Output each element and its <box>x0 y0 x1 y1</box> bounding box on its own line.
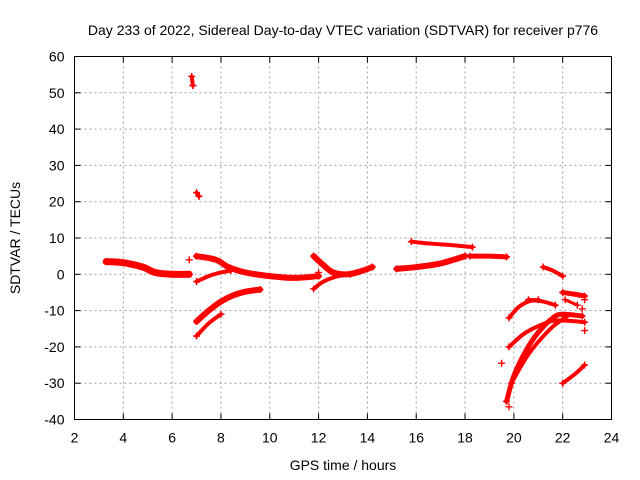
series-arc-12 <box>467 253 510 260</box>
y-tick-label: 40 <box>49 121 65 137</box>
x-tick-label: 22 <box>555 430 571 446</box>
series-arc-1 <box>102 258 193 278</box>
series-arc-21 <box>563 298 579 307</box>
y-tick-label: 10 <box>49 230 65 246</box>
data-point <box>189 82 197 90</box>
x-tick-label: 6 <box>168 430 176 446</box>
data-point <box>561 296 569 304</box>
data-point <box>559 379 567 387</box>
x-axis-label: GPS time / hours <box>290 457 397 473</box>
data-point <box>468 243 476 251</box>
series-arc-4 <box>193 253 322 281</box>
data-point <box>539 263 547 271</box>
data-point <box>188 72 196 80</box>
series-arc-8 <box>310 253 376 278</box>
x-tick-label: 10 <box>262 430 278 446</box>
y-tick-label: -20 <box>44 339 64 355</box>
data-point <box>393 265 401 273</box>
x-tick-label: 4 <box>119 430 127 446</box>
series-arc-10 <box>393 253 469 272</box>
data-point <box>102 258 110 266</box>
data-point <box>573 301 581 309</box>
data-point <box>505 314 513 322</box>
data-point <box>505 343 513 351</box>
data-point <box>193 189 201 197</box>
series-arc-6 <box>193 286 264 325</box>
y-tick-label: 30 <box>49 157 65 173</box>
y-tick-label: 20 <box>49 194 65 210</box>
data-point <box>315 268 323 276</box>
data-point <box>551 301 559 309</box>
grid-lines <box>74 56 612 420</box>
data-point <box>185 270 193 278</box>
data-point <box>581 327 589 335</box>
y-tick-label: -30 <box>44 375 64 391</box>
x-tick-label: 8 <box>217 430 225 446</box>
data-point <box>581 361 589 369</box>
data-point <box>227 267 235 275</box>
data-point <box>193 317 201 325</box>
chart-title: Day 233 of 2022, Sidereal Day-to-day VTE… <box>88 22 598 38</box>
data-point <box>505 403 513 411</box>
series-arc-19 <box>560 363 587 386</box>
data-point <box>193 252 201 260</box>
data-point <box>581 296 589 304</box>
data-point <box>498 359 506 367</box>
data-point <box>368 263 376 271</box>
x-tick-labels: 2 4 6 8 10 12 14 16 18 20 22 24 <box>71 430 620 446</box>
series-arc-11 <box>409 239 475 250</box>
y-tick-label: 0 <box>57 266 65 282</box>
axis-ticks <box>74 56 612 420</box>
data-point <box>581 318 589 326</box>
y-tick-label: -10 <box>44 303 64 319</box>
series-arc-18 <box>541 265 565 279</box>
data-point <box>559 272 567 280</box>
x-tick-label: 24 <box>604 430 620 446</box>
data-point <box>346 270 354 278</box>
y-tick-label: -40 <box>44 412 64 428</box>
series-arc-17 <box>509 315 568 386</box>
y-axis-label: SDTVAR / TECUs <box>7 182 23 294</box>
data-point <box>507 379 515 387</box>
data-point <box>559 288 567 296</box>
series-arc-14 <box>506 318 587 349</box>
x-tick-label: 14 <box>360 430 376 446</box>
x-tick-label: 2 <box>71 430 79 446</box>
data-point <box>195 192 203 200</box>
data-point <box>503 397 511 405</box>
data-point <box>561 314 569 322</box>
x-tick-label: 20 <box>506 430 522 446</box>
data-point <box>185 256 193 264</box>
data-point <box>578 305 586 313</box>
data-point <box>466 252 474 260</box>
y-tick-labels: -40 -30 -20 -10 0 10 20 30 40 50 60 <box>44 49 64 428</box>
data-point <box>193 278 201 286</box>
data-point <box>578 312 586 320</box>
data-point <box>503 253 511 261</box>
series-arc-9 <box>311 272 353 291</box>
data-point <box>407 238 415 246</box>
data-point <box>310 252 318 260</box>
data-point <box>525 296 533 304</box>
x-tick-label: 16 <box>408 430 424 446</box>
y-tick-label: 60 <box>49 49 65 65</box>
data-traces <box>102 72 589 411</box>
data-point <box>310 285 318 293</box>
data-point <box>193 332 201 340</box>
series-arc-7 <box>194 312 223 339</box>
y-tick-label: 50 <box>49 85 65 101</box>
series-arc-13 <box>504 311 585 404</box>
data-point <box>217 310 225 318</box>
series-arc-5 <box>194 268 233 284</box>
data-point <box>256 286 264 294</box>
x-tick-label: 18 <box>457 430 473 446</box>
x-tick-label: 12 <box>311 430 327 446</box>
